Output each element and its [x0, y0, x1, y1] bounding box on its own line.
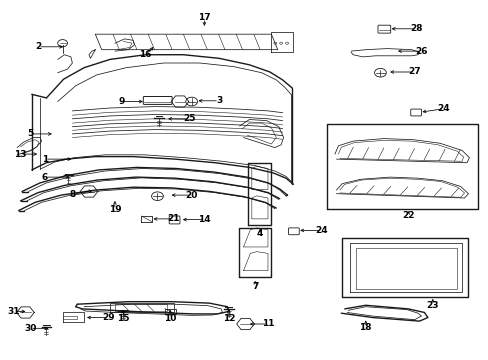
Text: 27: 27: [407, 68, 420, 77]
Text: 9: 9: [118, 97, 124, 106]
Text: 31: 31: [7, 307, 20, 316]
Text: 30: 30: [24, 324, 37, 333]
Text: 13: 13: [14, 150, 27, 158]
Text: 14: 14: [198, 215, 210, 224]
Text: 22: 22: [401, 211, 414, 220]
Text: 17: 17: [198, 13, 210, 22]
Text: 20: 20: [185, 191, 198, 199]
Text: 10: 10: [163, 314, 176, 323]
Text: 29: 29: [102, 313, 115, 322]
Text: 24: 24: [315, 226, 327, 235]
Text: 24: 24: [437, 104, 449, 113]
Text: 26: 26: [414, 46, 427, 55]
Text: 6: 6: [42, 173, 48, 181]
Text: 7: 7: [251, 282, 258, 291]
Text: 18: 18: [359, 323, 371, 332]
Text: 1: 1: [42, 154, 48, 163]
Text: 3: 3: [216, 96, 222, 105]
Text: 28: 28: [409, 24, 422, 33]
Text: 25: 25: [183, 114, 196, 123]
Text: 23: 23: [426, 301, 438, 310]
Text: 5: 5: [27, 129, 33, 138]
Text: 12: 12: [222, 314, 235, 323]
Text: 2: 2: [35, 42, 41, 51]
Text: 21: 21: [167, 214, 180, 223]
Text: 15: 15: [117, 314, 129, 323]
Text: 4: 4: [256, 230, 263, 239]
Text: 16: 16: [139, 50, 152, 59]
Text: 8: 8: [69, 190, 75, 199]
Text: 19: 19: [108, 205, 121, 214]
Text: 11: 11: [261, 320, 274, 328]
